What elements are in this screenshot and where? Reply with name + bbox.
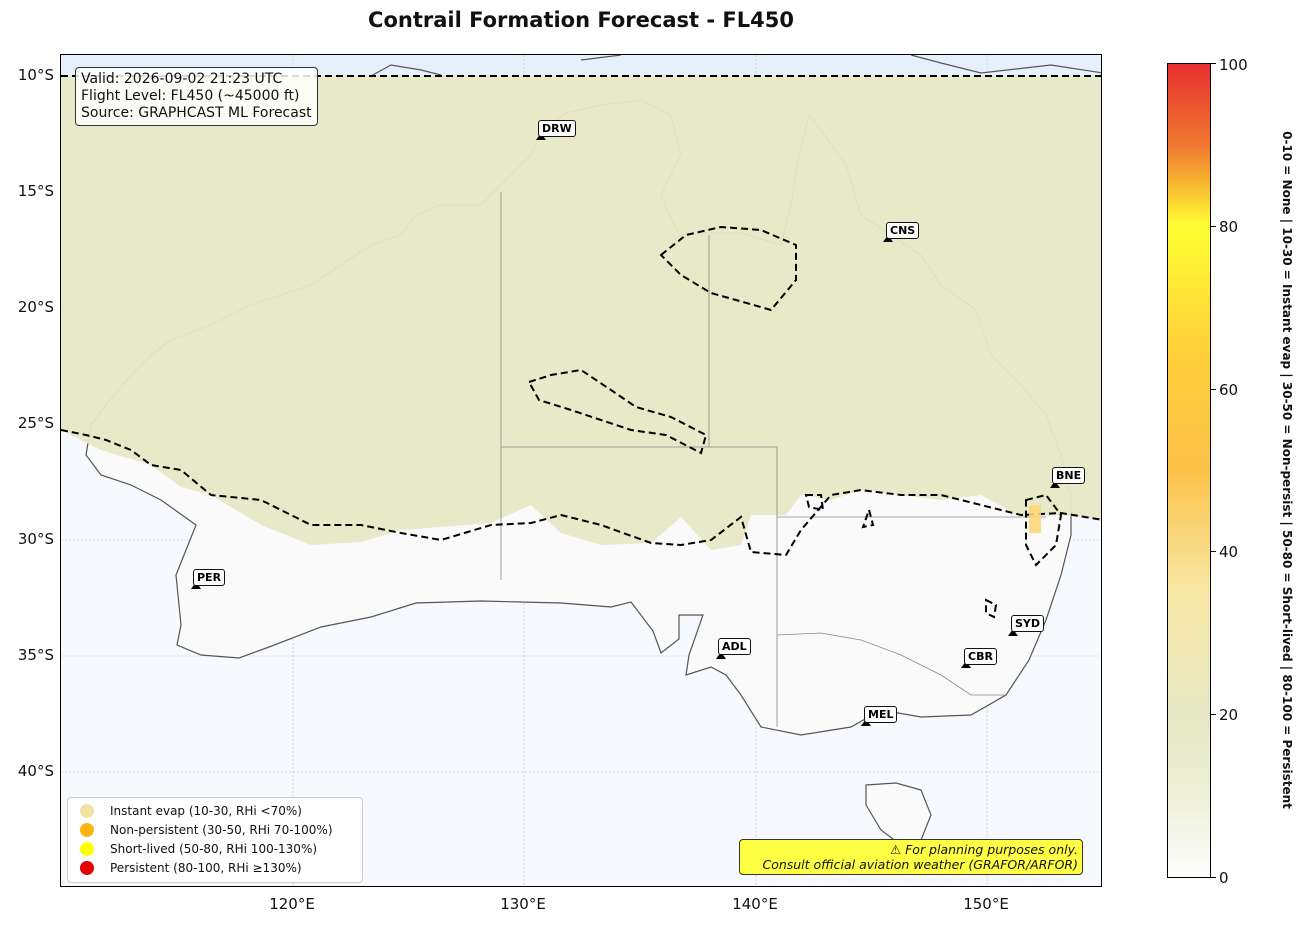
legend-item-short-lived: Short-lived (50-80, RHi 100-130%) <box>80 840 317 858</box>
airport-label-bne[interactable]: BNE <box>1052 467 1086 484</box>
airport-label-adl[interactable]: ADL <box>718 638 751 655</box>
legend-item-non-persistent: Non-persistent (30-50, RHi 70-100%) <box>80 821 333 839</box>
airport-label-mel[interactable]: MEL <box>864 706 898 723</box>
airport-label-drw[interactable]: DRW <box>538 120 576 137</box>
lon-label-130e: 130°E <box>500 895 546 913</box>
colorbar-label-0: 0 <box>1219 869 1229 887</box>
colorbar-tick-mark <box>1211 877 1216 878</box>
colorbar-label-60: 60 <box>1219 381 1239 399</box>
colorbar-tick-mark <box>1211 714 1216 715</box>
planning-disclaimer: ⚠ For planning purposes only. Consult of… <box>739 839 1083 875</box>
legend-label: Instant evap (10-30, RHi <70%) <box>110 804 302 818</box>
lat-label-40s: 40°S <box>17 762 54 780</box>
lon-label-120e: 120°E <box>269 895 315 913</box>
northern-band <box>61 55 1101 76</box>
data-source: Source: GRAPHCAST ML Forecast <box>81 105 312 121</box>
legend-dot-icon <box>80 842 94 856</box>
colorbar-label-20: 20 <box>1219 706 1239 724</box>
lat-label-35s: 35°S <box>17 646 54 664</box>
legend-label: Non-persistent (30-50, RHi 70-100%) <box>110 823 333 837</box>
lon-label-140e: 140°E <box>732 895 778 913</box>
disclaimer-line-2: Consult official aviation weather (GRAFO… <box>762 857 1078 872</box>
colorbar-tick-mark <box>1211 63 1216 64</box>
disclaimer-line-1: ⚠ For planning purposes only. <box>890 842 1078 857</box>
airport-label-cns[interactable]: CNS <box>886 222 920 239</box>
forecast-field-low <box>61 76 1101 550</box>
forecast-hotspot <box>1029 505 1041 533</box>
colorbar-description: 0-10 = None | 10-30 = Instant evap | 30-… <box>1280 131 1294 809</box>
northern-coastline <box>370 55 1101 77</box>
legend-item-instant-evap: Instant evap (10-30, RHi <70%) <box>80 802 302 820</box>
colorbar-label-100: 100 <box>1219 56 1248 74</box>
lat-label-20s: 20°S <box>17 298 54 316</box>
state-borders <box>500 192 1046 727</box>
forecast-info-box: Valid: 2026-09-02 21:23 UTC Flight Level… <box>75 67 318 126</box>
airport-marker-bne[interactable] <box>1050 481 1060 488</box>
colorbar-label-80: 80 <box>1219 218 1239 236</box>
category-legend: Instant evap (10-30, RHi <70%) Non-persi… <box>67 797 363 883</box>
legend-dot-icon <box>80 823 94 837</box>
airport-label-syd[interactable]: SYD <box>1011 615 1045 632</box>
lat-label-15s: 15°S <box>17 182 54 200</box>
map-panel[interactable] <box>60 54 1102 887</box>
chart-title: Contrail Formation Forecast - FL450 <box>368 8 794 32</box>
legend-item-persistent: Persistent (80-100, RHi ≥130%) <box>80 859 302 877</box>
airport-label-cbr[interactable]: CBR <box>964 648 997 665</box>
lon-label-150e: 150°E <box>963 895 1009 913</box>
lat-label-30s: 30°S <box>17 530 54 548</box>
legend-dot-icon <box>80 861 94 875</box>
map-canvas[interactable] <box>61 55 1102 887</box>
lat-label-25s: 25°S <box>17 414 54 432</box>
contrail-contours <box>61 75 1101 619</box>
colorbar-tick-mark <box>1211 551 1216 552</box>
colorbar-tick-mark <box>1211 226 1216 227</box>
colorbar-tick-mark <box>1211 389 1216 390</box>
legend-label: Persistent (80-100, RHi ≥130%) <box>110 861 302 875</box>
airport-marker-syd[interactable] <box>1008 629 1018 636</box>
airport-label-per[interactable]: PER <box>193 569 226 586</box>
airport-marker-adl[interactable] <box>716 652 726 659</box>
legend-label: Short-lived (50-80, RHi 100-130%) <box>110 842 318 856</box>
legend-dot-icon <box>80 804 94 818</box>
colorbar-label-40: 40 <box>1219 543 1239 561</box>
flight-level: Flight Level: FL450 (~45000 ft) <box>81 88 300 104</box>
lat-label-10s: 10°S <box>17 66 54 84</box>
colorbar <box>1167 63 1211 878</box>
valid-time: Valid: 2026-09-02 21:23 UTC <box>81 71 283 87</box>
